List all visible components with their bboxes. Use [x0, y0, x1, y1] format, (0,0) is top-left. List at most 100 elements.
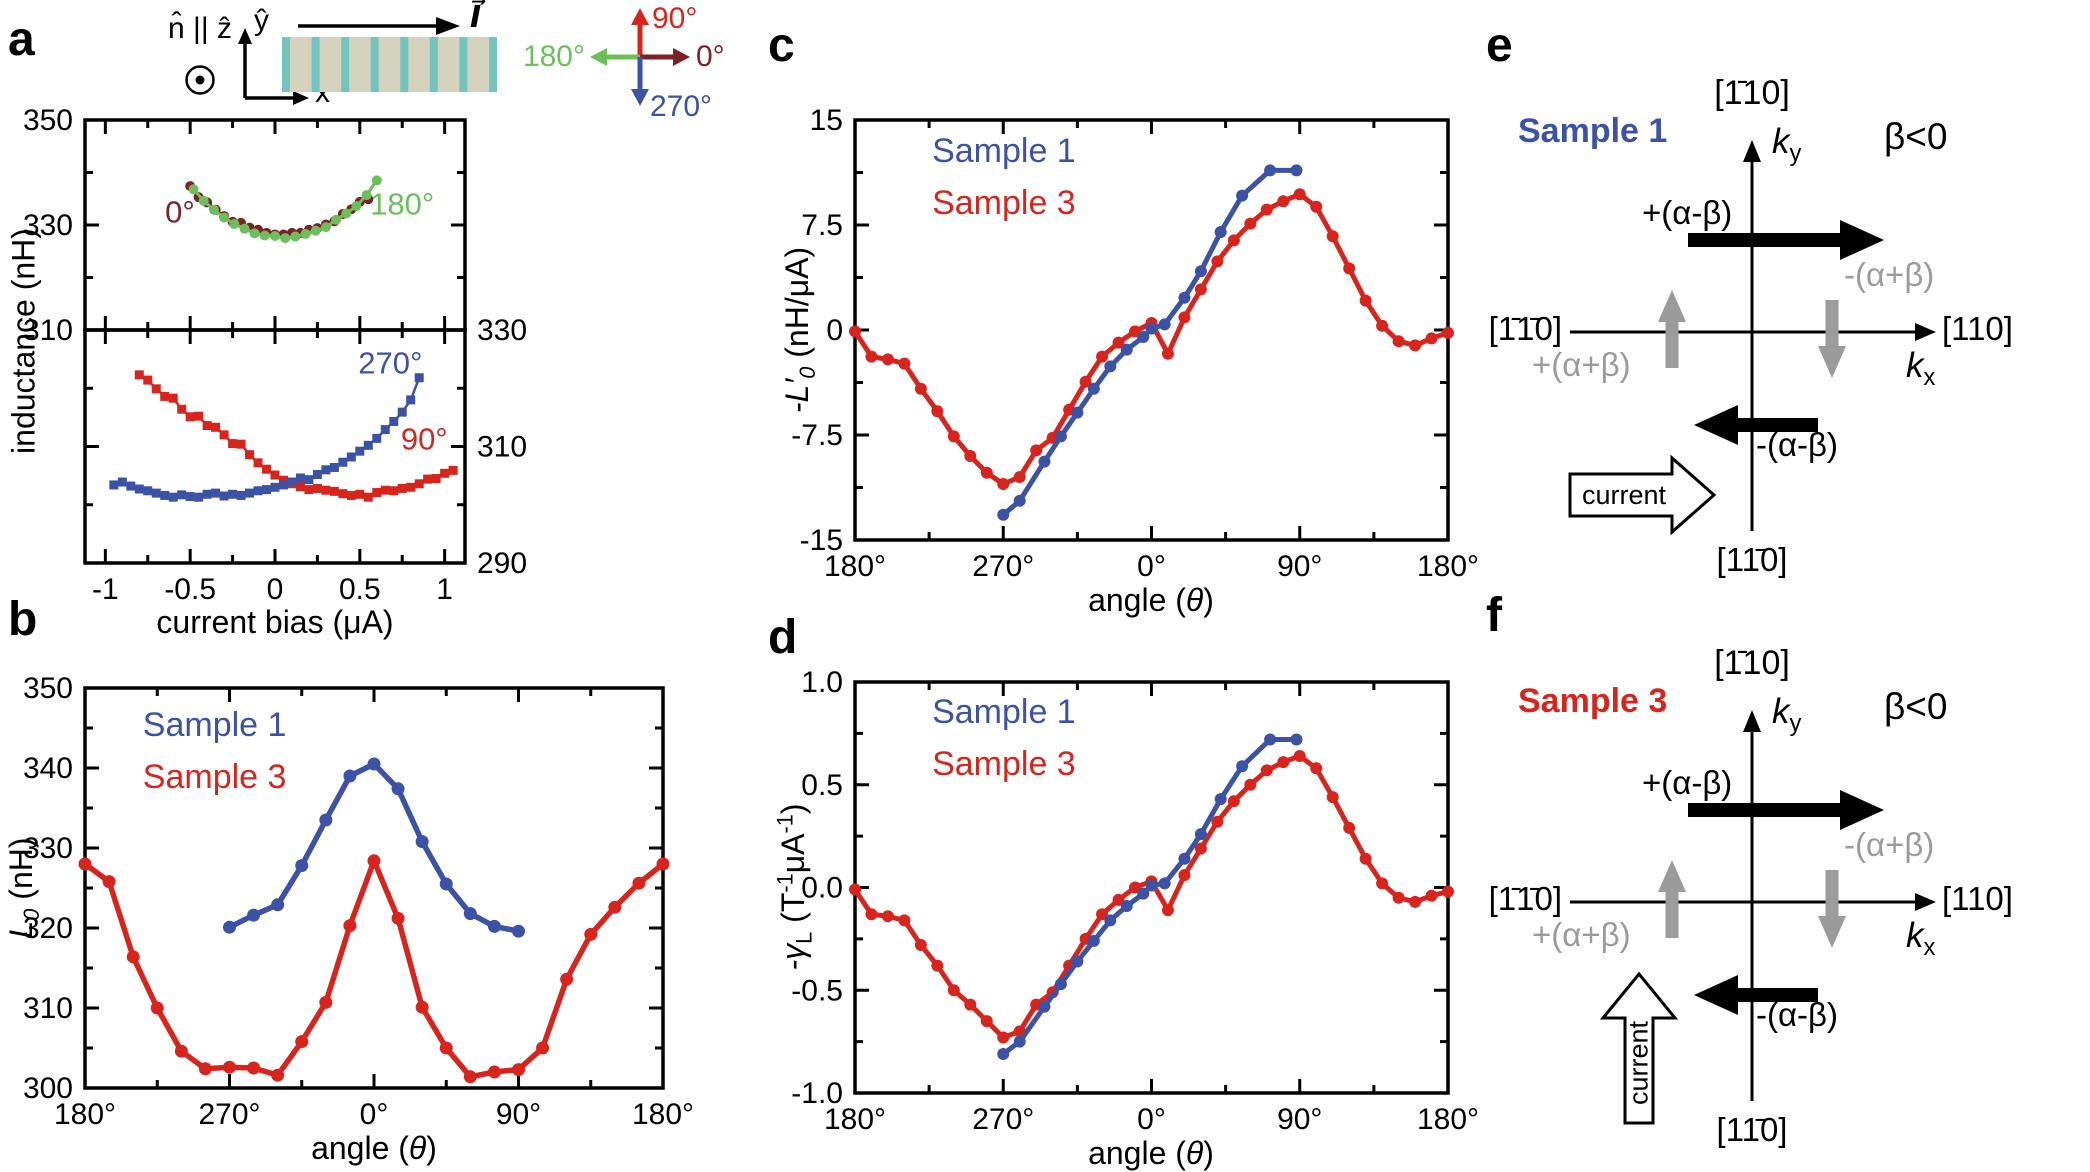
e-current-arrow-icon	[1568, 454, 1717, 536]
e-minus-alpha-plus-beta-label: -(α+β)	[1844, 256, 1935, 293]
b-y-main: L	[2, 920, 39, 939]
panel-label-f: f	[1486, 589, 1502, 642]
f-spin-left-arrowhead-icon	[1694, 975, 1738, 1015]
svg-text:90°: 90°	[1277, 1103, 1322, 1136]
e-minus-alpha-minus-beta-label: -(α-β)	[1756, 426, 1839, 463]
f-kx-arrowhead-icon	[1915, 893, 1936, 911]
d-y-main: -γ	[775, 943, 812, 971]
f-sample-label: Sample 3	[1518, 682, 1668, 720]
f-minus-alpha-plus-beta-label: -(α+β)	[1844, 826, 1935, 863]
svg-text:350: 350	[23, 672, 73, 705]
f-beta-label: β<0	[1884, 686, 1948, 727]
e-ky-sub: y	[1789, 140, 1802, 167]
svg-text:-7.5: -7.5	[791, 419, 843, 452]
d-x-pre: angle (	[1088, 1135, 1186, 1171]
kspace-diagram-e	[1568, 140, 1936, 536]
f-right-direction-label: [110]	[1942, 880, 2013, 917]
curve-annotation: 180°	[370, 187, 434, 222]
svg-text:0: 0	[267, 573, 284, 606]
e-spin-up-arrowhead-icon	[1658, 290, 1686, 322]
series-line-sample-3	[852, 191, 1449, 487]
d-x-theta: θ	[1185, 1135, 1204, 1171]
svg-text:270°: 270°	[198, 1098, 260, 1131]
f-spin-down-arrowhead-icon	[1818, 916, 1846, 948]
series-line-sample-3	[852, 753, 1449, 1041]
svg-text:-0.5: -0.5	[164, 573, 216, 606]
svg-text:0.5: 0.5	[801, 769, 843, 802]
b-x-pre: angle (	[311, 1130, 409, 1166]
f-kx-label: kx	[1906, 916, 1936, 961]
f-minus-alpha-minus-beta-label: -(α-β)	[1756, 996, 1839, 1033]
svg-text:330: 330	[23, 209, 73, 242]
b-y-sub: 0	[19, 908, 45, 921]
f-kx-sub: x	[1923, 934, 1936, 961]
f-bottom-direction-label: [11̄0]	[1716, 1111, 1788, 1148]
c-y-main: -L′	[778, 378, 815, 414]
legend-entry-sample-3: Sample 3	[932, 745, 1076, 783]
surface-normal-label: n̂ || ẑ	[168, 12, 232, 45]
f-spin-up-arrowhead-icon	[1658, 860, 1686, 892]
svg-text:0.0: 0.0	[801, 872, 843, 905]
f-kx-main: k	[1906, 916, 1924, 955]
svg-text:180°: 180°	[632, 1098, 694, 1131]
svg-text:270°: 270°	[972, 550, 1034, 583]
svg-text:330: 330	[23, 832, 73, 865]
svg-text:180°: 180°	[54, 1098, 116, 1131]
angle-compass-icon	[590, 8, 690, 106]
compass-0-label: 0°	[696, 40, 725, 73]
e-kx-label: kx	[1906, 347, 1936, 391]
e-plus-alpha-minus-beta-label: +(α-β)	[1642, 194, 1733, 231]
d-y-sub: L	[791, 931, 817, 944]
compass-90-label: 90°	[652, 2, 698, 35]
e-ky-arrowhead-icon	[1743, 140, 1761, 162]
curve-annotation: 90°	[401, 421, 448, 456]
svg-text:15: 15	[810, 104, 843, 137]
b-y-axis-title: L0 (nH)	[3, 837, 45, 938]
svg-text:0°: 0°	[1137, 1103, 1166, 1136]
d-y-u1: (T	[775, 892, 812, 932]
c-y-sub: 0	[795, 366, 821, 379]
c-x-pre: angle (	[1088, 582, 1186, 618]
svg-text:310: 310	[477, 431, 527, 464]
svg-text:330: 330	[477, 314, 527, 347]
a-y-axis-title: inductance (nH)	[5, 228, 42, 454]
e-current-label: current	[1581, 480, 1667, 510]
curve-annotation: 0°	[165, 194, 195, 229]
svg-text:1: 1	[436, 573, 453, 606]
svg-text:-0.5: -0.5	[791, 974, 843, 1007]
legend-entry-sample-3: Sample 3	[143, 758, 287, 796]
c-x-post: )	[1203, 582, 1214, 618]
d-x-post: )	[1203, 1135, 1214, 1171]
svg-text:0°: 0°	[1137, 550, 1166, 583]
f-ky-sub: y	[1789, 710, 1802, 737]
svg-text:180°: 180°	[824, 550, 886, 583]
svg-text:0°: 0°	[360, 1098, 389, 1131]
kspace-diagram-f	[1570, 710, 1936, 1125]
svg-text:310: 310	[23, 992, 73, 1025]
e-sample-label: Sample 1	[1518, 112, 1668, 150]
out-of-plane-icon	[185, 65, 215, 95]
svg-text:-1.0: -1.0	[791, 1077, 843, 1110]
e-top-direction-label: [1̄10]	[1714, 74, 1790, 112]
svg-text:290: 290	[477, 547, 527, 580]
current-direction-arrow-icon	[298, 17, 460, 35]
panel-label-b: b	[8, 593, 38, 646]
svg-text:7.5: 7.5	[801, 209, 843, 242]
compass-180-label: 180°	[522, 40, 585, 73]
f-plus-alpha-plus-beta-label: +(α+β)	[1532, 916, 1631, 953]
e-kx-sub: x	[1923, 364, 1936, 391]
f-ky-label: ky	[1772, 693, 1802, 737]
chart-c: 180° 270° 0° 90° 180° 15 7.5 0 -7.5 -15 Sample 1 Sa…	[791, 104, 1479, 583]
c-x-theta: θ	[1185, 582, 1204, 618]
f-top-direction-label: [1̄10]	[1714, 644, 1790, 682]
svg-text:270°: 270°	[972, 1103, 1034, 1136]
e-spin-left-arrowhead-icon	[1694, 405, 1738, 445]
d-y-s1: -1	[772, 873, 798, 893]
e-left-direction-label: [1̄1̄0]	[1488, 310, 1562, 347]
device-schematic	[282, 37, 497, 92]
d-y-u3: )	[775, 803, 812, 815]
svg-text:90°: 90°	[1277, 550, 1322, 583]
legend-entry-sample-1: Sample 1	[932, 693, 1076, 731]
